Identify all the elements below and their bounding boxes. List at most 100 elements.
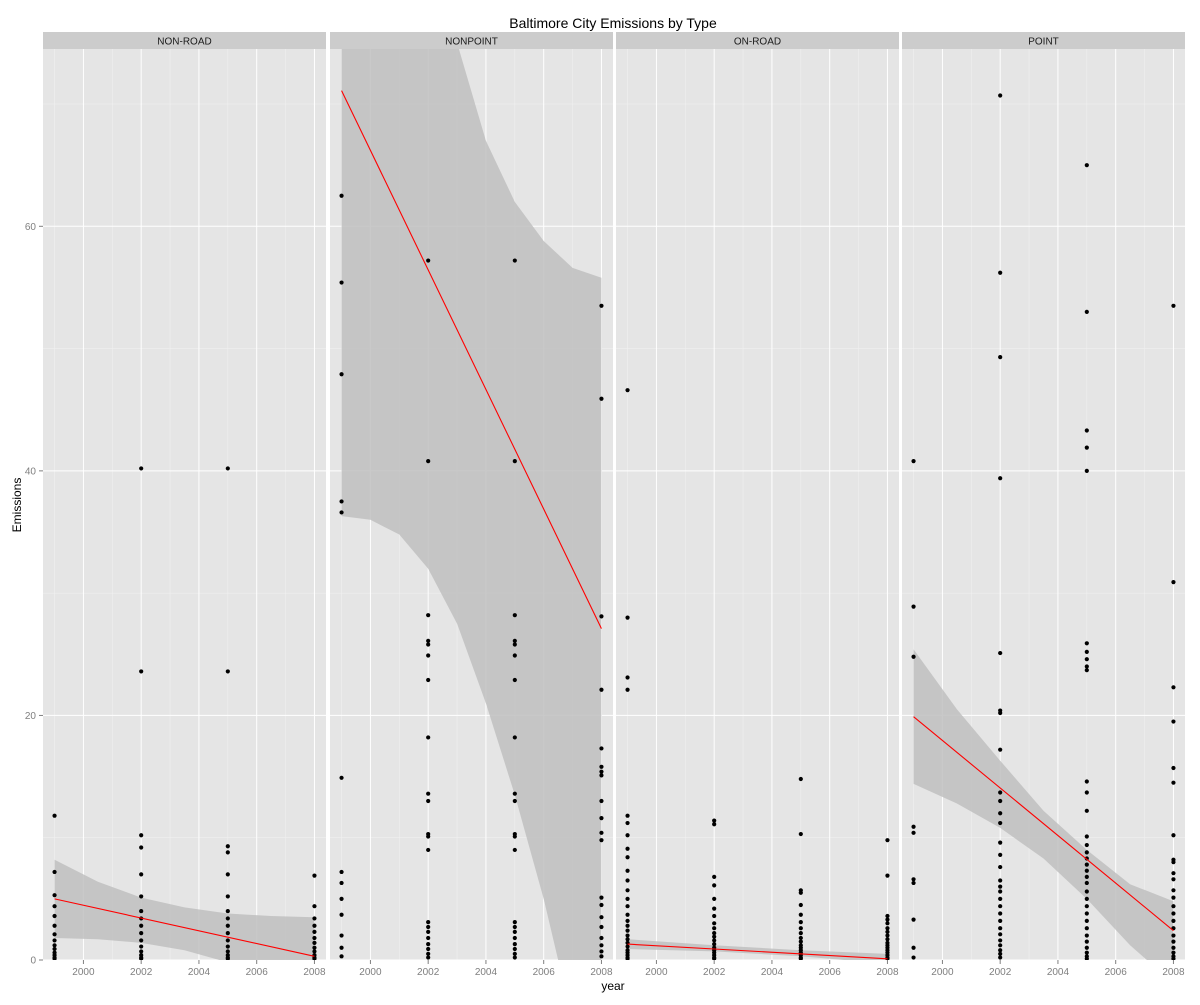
data-point (1171, 911, 1176, 916)
data-point (599, 943, 604, 948)
data-point (52, 813, 57, 818)
data-point (712, 942, 717, 947)
data-point (225, 894, 230, 899)
regression-line (627, 943, 888, 960)
data-point (1171, 871, 1176, 876)
data-point (998, 884, 1003, 889)
data-point (512, 653, 517, 658)
data-point (599, 895, 604, 900)
regression-line (341, 90, 602, 629)
data-point (1171, 765, 1176, 771)
data-point (798, 939, 803, 944)
data-point (512, 946, 517, 952)
data-point (426, 919, 431, 925)
data-point (426, 791, 431, 796)
data-point (1084, 641, 1089, 646)
data-point (625, 937, 630, 942)
data-point (998, 938, 1003, 943)
data-point (426, 929, 431, 934)
data-point (52, 946, 57, 952)
data-point (52, 938, 57, 943)
data-point (139, 930, 144, 936)
data-point (225, 872, 230, 877)
data-point (998, 878, 1003, 883)
x-tick-label: 2002 (417, 967, 440, 978)
data-point (998, 911, 1003, 916)
data-point (998, 811, 1003, 816)
data-point (712, 818, 717, 823)
facet-panel-nonpoint: NONPOINT (330, 32, 613, 961)
data-point (911, 654, 916, 659)
data-point (339, 869, 344, 875)
data-point (625, 388, 630, 393)
data-point (911, 877, 916, 882)
data-point (798, 935, 803, 941)
data-point (998, 355, 1003, 360)
data-point (52, 923, 57, 928)
data-point (798, 902, 803, 908)
data-point (911, 917, 916, 922)
data-point (998, 904, 1003, 909)
x-tick-label: 2006 (533, 967, 556, 978)
data-point (599, 773, 604, 778)
facet-strip (616, 32, 899, 49)
data-point (998, 476, 1003, 481)
data-point (885, 913, 890, 919)
data-point (1084, 918, 1089, 923)
facet-strip (902, 32, 1185, 49)
data-point (911, 604, 916, 609)
x-tick-label: 2006 (1105, 967, 1128, 978)
facet-plot-area (52, 466, 317, 960)
panel-background (616, 49, 899, 960)
data-point (599, 830, 604, 835)
data-point (885, 873, 890, 878)
data-point (139, 872, 144, 877)
data-point (1084, 945, 1089, 950)
data-point (139, 845, 144, 850)
data-point (911, 458, 916, 464)
data-point (1171, 895, 1176, 900)
data-point (1084, 664, 1089, 669)
panel-background (43, 49, 326, 960)
data-point (1084, 956, 1089, 960)
data-point (712, 934, 717, 939)
data-point (339, 933, 344, 938)
facet-panels: NON-ROAD NONPOINT ON-ROAD POINT (43, 32, 1185, 961)
data-point (225, 930, 230, 936)
data-point (225, 956, 230, 960)
data-point (998, 864, 1003, 870)
data-point (1084, 649, 1089, 654)
data-point (998, 918, 1003, 923)
data-point (1084, 790, 1089, 795)
data-point (998, 926, 1003, 931)
data-point (599, 687, 604, 692)
data-point (911, 880, 916, 886)
data-point (599, 798, 604, 804)
x-tick-label: 2002 (703, 967, 726, 978)
x-tick-label: 2002 (130, 967, 153, 978)
data-point (625, 918, 630, 923)
data-point (599, 816, 604, 821)
data-point (599, 838, 604, 843)
data-point (798, 919, 803, 925)
data-point (339, 280, 344, 285)
data-point (1171, 888, 1176, 893)
y-tick-label: 40 (25, 466, 37, 477)
data-point (1171, 780, 1176, 785)
data-point (1171, 933, 1176, 938)
x-axis: 2000 2002 2004 2006 2008 2000 2002 2004 2006 2008… (72, 960, 1185, 978)
data-point (911, 945, 916, 950)
data-point (798, 890, 803, 895)
x-axis-title: year (601, 979, 624, 993)
data-point (225, 669, 230, 674)
data-point (625, 944, 630, 949)
facet-strip-label: ON-ROAD (734, 37, 781, 48)
data-point (139, 833, 144, 838)
data-point (599, 746, 604, 751)
facet-panel-on-road: ON-ROAD (616, 32, 899, 961)
data-point (885, 929, 890, 934)
data-point (998, 747, 1003, 752)
chart-title: Baltimore City Emissions by Type (509, 15, 717, 31)
facet-plot-area (911, 93, 1176, 960)
